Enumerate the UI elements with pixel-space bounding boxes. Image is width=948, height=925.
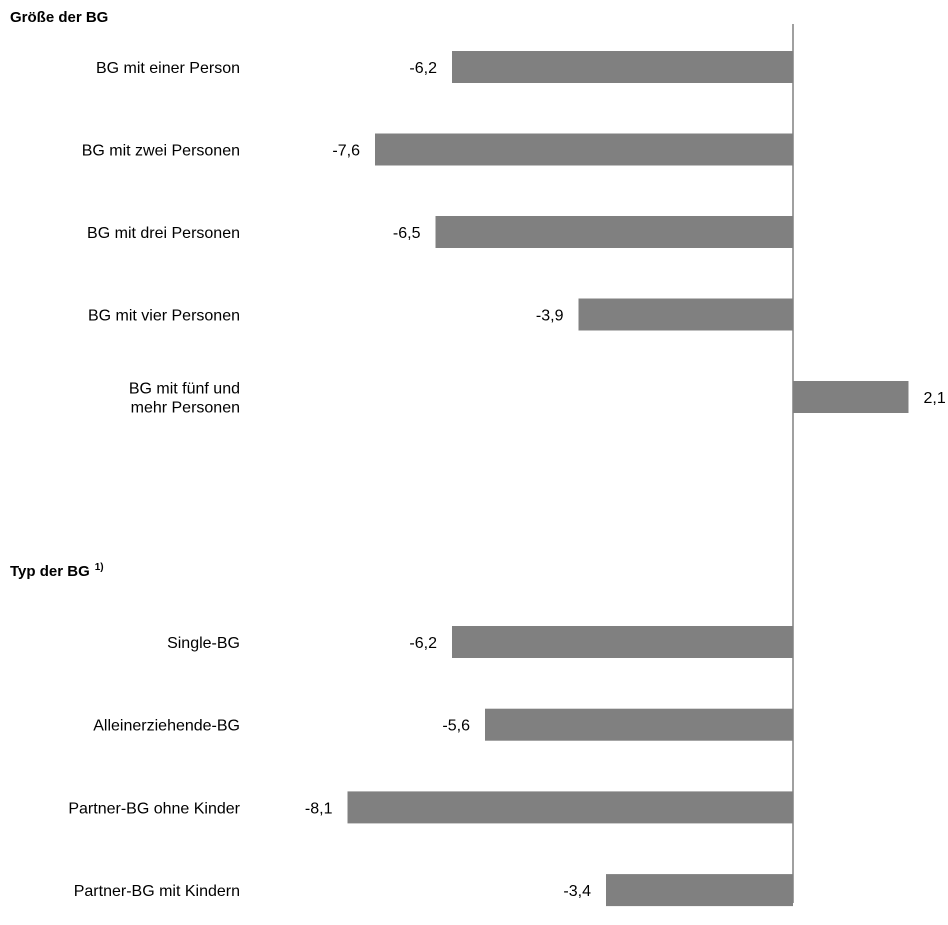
data-label: -6,2 — [409, 635, 437, 652]
category-label: BG mit zwei Personen — [82, 143, 240, 160]
category-label: Partner-BG ohne Kinder — [68, 800, 240, 817]
bar — [452, 626, 793, 658]
category-label: Alleinerziehende-BG — [93, 718, 240, 735]
bar — [347, 791, 793, 824]
bar — [375, 133, 793, 166]
category-label: BG mit fünf und mehr Personen — [129, 381, 240, 417]
footnote-marker: 1) — [95, 562, 104, 573]
data-label: 2,1 — [924, 390, 946, 407]
category-label: BG mit drei Personen — [87, 225, 240, 242]
bar — [485, 708, 793, 741]
category-label: BG mit vier Personen — [88, 308, 240, 325]
data-label: -7,6 — [332, 143, 360, 160]
data-label: -3,9 — [536, 308, 564, 325]
bar — [435, 216, 793, 248]
category-label: Single-BG — [167, 635, 240, 652]
bar — [578, 298, 793, 331]
data-label: -8,1 — [305, 800, 333, 817]
group-title: Größe der BG — [10, 9, 108, 26]
bar — [606, 874, 793, 907]
category-label: BG mit einer Person — [96, 60, 240, 77]
data-label: -6,2 — [409, 60, 437, 77]
bar — [452, 51, 793, 83]
bar — [793, 381, 909, 413]
data-label: -5,6 — [442, 718, 470, 735]
category-label: Partner-BG mit Kindern — [74, 883, 240, 900]
data-label: -6,5 — [393, 225, 421, 242]
data-label: -3,4 — [563, 883, 591, 900]
group-title: Typ der BG 1) — [10, 562, 104, 580]
